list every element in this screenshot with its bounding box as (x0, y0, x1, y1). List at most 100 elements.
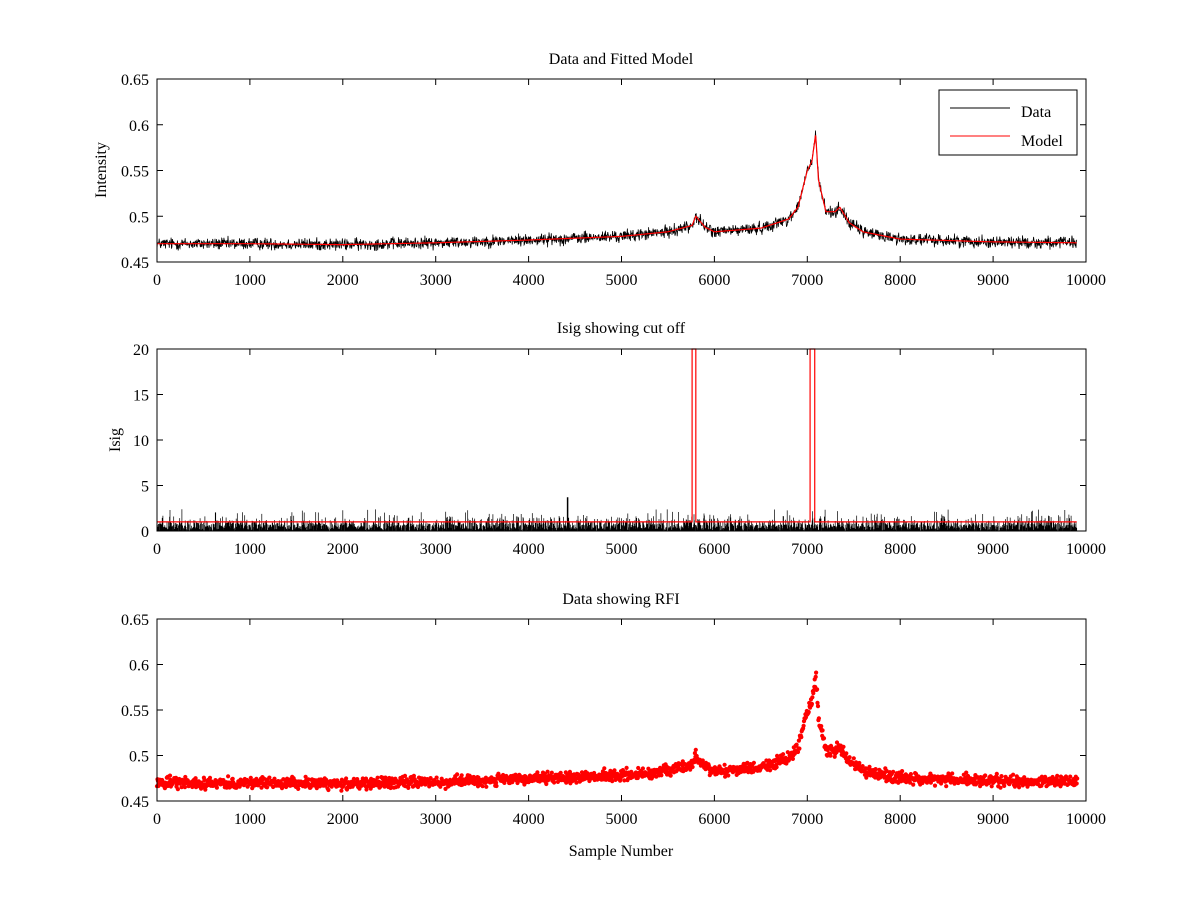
panel-1-xtick-label: 8000 (884, 272, 916, 289)
rfi-point (690, 764, 695, 770)
rfi-point (574, 780, 579, 785)
panel-1-xtick-label: 0 (153, 272, 161, 289)
rfi-point (167, 773, 173, 778)
panel-3-xtick-label: 6000 (698, 811, 730, 828)
rfi-point (873, 767, 878, 772)
rfi-point (815, 704, 821, 709)
rfi-point (950, 771, 955, 776)
rfi-point (820, 728, 825, 733)
panel-2-xtick-label: 10000 (1066, 541, 1106, 558)
rfi-point (640, 766, 646, 771)
rfi-point (891, 769, 896, 774)
rfi-point (272, 776, 277, 781)
rfi-point (602, 766, 607, 771)
rfi-point (790, 756, 796, 762)
rfi-point (797, 746, 802, 751)
series-isig-cutoff (157, 348, 1077, 523)
rfi-point (484, 784, 489, 789)
panel-1-xtick-label: 9000 (977, 272, 1009, 289)
rfi-point (459, 773, 464, 778)
rfi-point (624, 765, 629, 771)
rfi-point (326, 787, 331, 793)
rfi-point (819, 724, 824, 729)
rfi-point (179, 785, 184, 790)
panel-3-xtick-label: 4000 (513, 811, 545, 828)
panel-2-xtick-label: 7000 (791, 541, 823, 558)
panel-3-ticks: 0 1000 2000 3000 4000 5000 6000 7000 8000 9000 100… (121, 612, 1106, 828)
panel-3-xtick-label: 3000 (420, 811, 452, 828)
rfi-point (610, 779, 615, 784)
panel-1-legend: Data Model (938, 89, 1078, 156)
rfi-point (549, 770, 554, 775)
rfi-point (411, 773, 416, 779)
rfi-point (999, 774, 1004, 779)
panel-3-xtick-label: 0 (153, 811, 161, 828)
panel-2-ytick-label: 15 (133, 388, 149, 405)
rfi-point (265, 785, 270, 790)
panel-1-xtick-label: 5000 (606, 272, 638, 289)
rfi-point (774, 765, 779, 770)
panel-2-xtick-label: 3000 (420, 541, 452, 558)
panel-2-ticks: 0 1000 2000 3000 4000 5000 6000 7000 8000 9000 100… (133, 342, 1106, 558)
rfi-point (182, 785, 187, 790)
rfi-point (438, 784, 443, 789)
rfi-point (814, 670, 819, 675)
rfi-point (226, 774, 231, 779)
panel-2-ytick-label: 20 (133, 342, 149, 359)
rfi-point (989, 784, 994, 789)
panel-1-xtick-label: 2000 (327, 272, 359, 289)
rfi-point (406, 785, 411, 791)
rfi-point (303, 774, 308, 779)
rfi-point (351, 776, 356, 781)
rfi-point (809, 701, 815, 707)
rfi-point (1075, 776, 1080, 781)
rfi-point (1002, 783, 1007, 789)
rfi-point (821, 736, 827, 741)
rfi-point (1074, 781, 1079, 786)
panel-2-xtick-label: 2000 (327, 541, 359, 558)
panel-2-xtick-label: 4000 (513, 541, 545, 558)
rfi-point (434, 775, 439, 780)
rfi-point (815, 700, 820, 706)
panel-1-ytick-label: 0.45 (121, 255, 149, 272)
rfi-point (983, 773, 988, 778)
panel-1-marks (156, 130, 1078, 252)
panel-3-ytick-label: 0.6 (129, 658, 149, 675)
rfi-point (296, 786, 301, 792)
panel-isig-cutoff: 0 1000 2000 3000 4000 5000 6000 7000 8000 9000 100… (107, 320, 1106, 558)
panel-3-xtick-label: 2000 (327, 811, 359, 828)
rfi-point (402, 773, 408, 779)
panel-2-title: Isig showing cut off (557, 320, 686, 337)
rfi-point (207, 775, 213, 780)
rfi-point (693, 747, 698, 752)
rfi-point (535, 770, 540, 775)
panel-1-ytick-label: 0.65 (121, 72, 149, 89)
rfi-point (801, 723, 806, 728)
panel-2-ytick-label: 10 (133, 433, 149, 450)
rfi-point (813, 674, 818, 680)
panel-2-ylabel: Isig (107, 428, 124, 452)
legend-label-model: Model (1021, 133, 1063, 150)
panel-3-xtick-label: 1000 (234, 811, 266, 828)
rfi-point (908, 772, 914, 777)
panel-1-ticks: 0 1000 2000 3000 4000 5000 6000 7000 8000 9000 100… (121, 72, 1106, 289)
rfi-point (860, 764, 865, 769)
panel-3-xtick-label: 5000 (606, 811, 638, 828)
rfi-point (768, 768, 773, 773)
rfi-point (202, 777, 207, 783)
rfi-point (659, 773, 664, 778)
rfi-point (794, 742, 799, 747)
panel-2-xtick-label: 9000 (977, 541, 1009, 558)
rfi-point (844, 751, 849, 756)
rfi-point (785, 750, 790, 755)
panel-data-and-model: 0 1000 2000 3000 4000 5000 6000 7000 8000 9000 100… (93, 51, 1106, 289)
panel-2-ytick-label: 0 (141, 524, 149, 541)
rfi-point (781, 752, 786, 757)
rfi-point (248, 775, 253, 780)
rfi-point (214, 785, 219, 790)
panel-3-marks (154, 670, 1080, 793)
rfi-point (726, 773, 731, 778)
legend-box (938, 89, 1078, 156)
rfi-point (907, 780, 913, 785)
rfi-point (810, 695, 815, 700)
